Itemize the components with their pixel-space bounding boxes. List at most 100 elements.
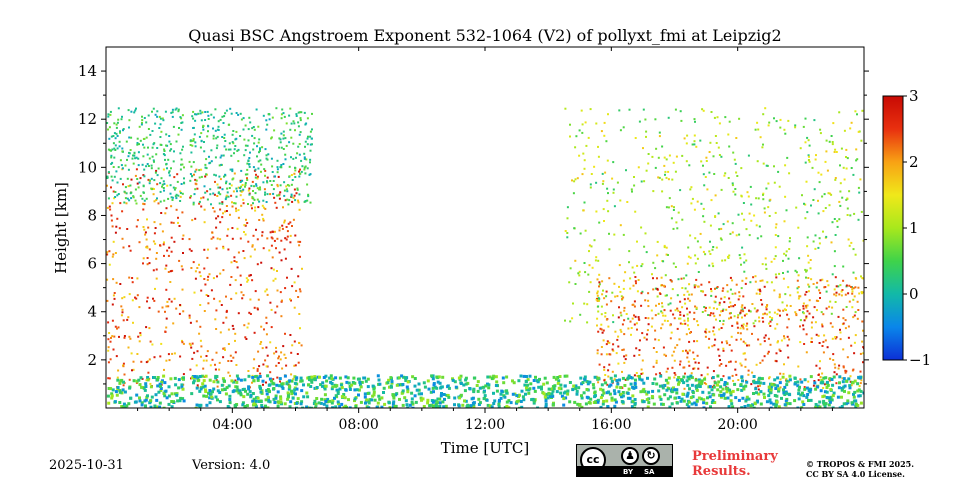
heatmap-cell [129,184,132,187]
heatmap-cell [784,195,787,198]
heatmap-cell [595,256,598,259]
heatmap-cell [734,368,737,371]
heatmap-cell [152,188,155,190]
heatmap-cell [711,376,715,379]
heatmap-cell [821,195,824,198]
heatmap-cell [117,326,120,329]
heatmap-cell [823,404,827,408]
heatmap-cell [651,155,654,158]
heatmap-cell [660,276,663,279]
heatmap-cell [133,151,136,154]
heatmap-cell [814,247,817,250]
heatmap-cell [700,290,703,293]
heatmap-cell [736,322,739,325]
heatmap-cell [701,390,705,394]
cc-license-badge[interactable]: cc ♟ ↻ BY SA [576,444,673,477]
heatmap-cell [828,140,831,143]
heatmap-cell [518,393,521,397]
colorbar-tick-label: −1 [909,351,931,369]
heatmap-cell [294,129,296,132]
heatmap-cell [301,267,303,270]
heatmap-cell [762,113,765,116]
heatmap-cell [598,363,601,366]
heatmap-cell [410,400,414,404]
heatmap-cell [322,376,326,379]
heatmap-cell [182,310,185,313]
heatmap-cell [264,169,267,172]
heatmap-cell [265,201,268,203]
heatmap-cell [749,310,752,313]
heatmap-cell [464,376,468,380]
heatmap-cell [710,288,712,290]
heatmap-cell [136,219,139,222]
heatmap-cell [174,187,177,190]
heatmap-cell [672,313,675,316]
heatmap-cell [216,144,219,147]
heatmap-cell [797,226,800,229]
heatmap-cell [843,389,846,393]
heatmap-cell [128,136,131,139]
heatmap-cell [272,387,276,390]
heatmap-cell [198,135,201,138]
heatmap-cell [299,376,303,380]
heatmap-cell [858,394,862,398]
heatmap-cell [519,374,523,378]
heatmap-cell [753,214,756,217]
heatmap-cell [398,397,401,401]
heatmap-cell [551,403,555,407]
heatmap-cell [290,392,294,396]
heatmap-cell [728,317,730,320]
heatmap-cell [626,391,630,395]
heatmap-cell [645,169,648,172]
heatmap-cell [795,314,798,317]
heatmap-cell [139,177,142,180]
heatmap-cell [191,357,194,360]
heatmap-cell [708,385,712,389]
heatmap-cell [294,364,297,367]
heatmap-cell [744,358,747,361]
heatmap-cell [159,200,162,203]
heatmap-cell [191,219,194,222]
heatmap-cell [167,402,171,406]
heatmap-cell [793,376,797,380]
heatmap-cell [860,210,863,213]
heatmap-cell [800,391,804,395]
heatmap-cell [624,271,627,274]
heatmap-cell [799,147,802,150]
heatmap-cell [179,355,182,358]
heatmap-cell [235,292,238,295]
heatmap-cell [198,202,201,205]
heatmap-cell [230,360,233,362]
heatmap-cell [116,194,119,197]
heatmap-cell [146,296,149,299]
heatmap-cell [257,125,260,128]
heatmap-cell [237,186,240,189]
heatmap-cell [672,209,675,211]
heatmap-cell [602,399,606,403]
heatmap-cell [213,210,216,213]
heatmap-cell [631,399,635,403]
heatmap-cell [246,173,249,176]
heatmap-cell [132,196,135,199]
heatmap-cell [633,374,636,377]
heatmap-cell [735,171,738,174]
heatmap-cell [138,125,141,128]
heatmap-cell [256,369,259,372]
heatmap-cell [161,230,164,233]
heatmap-cell [655,361,658,364]
heatmap-cell [758,381,762,385]
heatmap-cell [741,325,744,328]
heatmap-cell [247,387,251,391]
heatmap-cell [476,380,480,384]
heatmap-cell [203,221,206,224]
heatmap-cell [798,385,801,389]
heatmap-cell [293,381,297,385]
heatmap-cell [794,124,797,127]
heatmap-cell [786,313,789,316]
heatmap-cell [810,341,813,343]
heatmap-cell [120,164,123,167]
heatmap-cell [264,207,267,210]
heatmap-cell [739,383,743,387]
heatmap-cell [298,208,301,211]
heatmap-cell [159,117,162,120]
